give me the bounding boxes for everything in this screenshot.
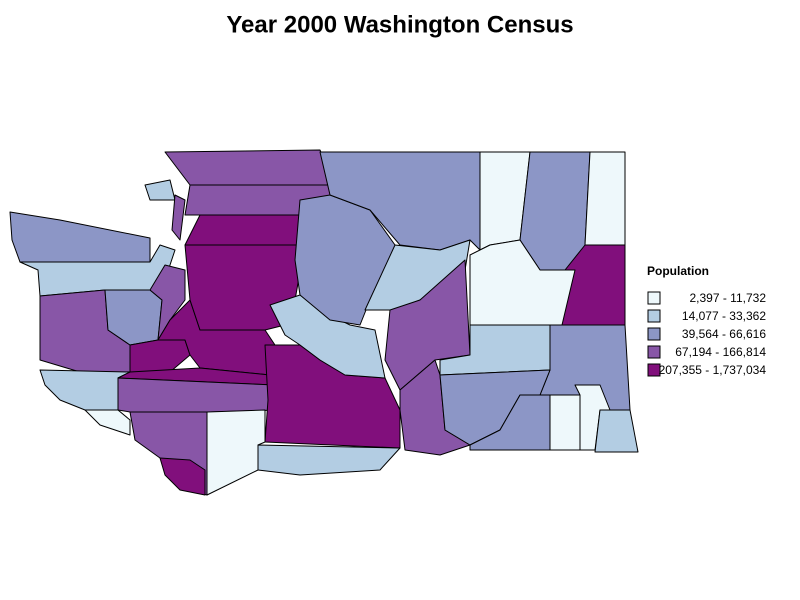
legend-label: 2,397 - 11,732 bbox=[689, 291, 766, 305]
county bbox=[39, 369, 131, 411]
legend-swatch bbox=[647, 363, 661, 377]
map-title: Year 2000 Washington Census bbox=[226, 11, 573, 38]
legend-label: 39,564 - 66,616 bbox=[682, 327, 766, 341]
county bbox=[84, 409, 131, 436]
legend-label: 207,355 - 1,737,034 bbox=[659, 363, 767, 377]
legend-swatch bbox=[647, 291, 661, 305]
legend-label: 14,077 - 33,362 bbox=[682, 309, 766, 323]
county bbox=[164, 149, 336, 186]
county bbox=[184, 214, 316, 246]
legend: 2,397 - 11,732 14,077 - 33,362 39,564 - 66… bbox=[647, 291, 767, 377]
county bbox=[206, 409, 266, 496]
county bbox=[549, 394, 581, 451]
legend-title: Population bbox=[647, 264, 709, 278]
county bbox=[584, 151, 626, 246]
county bbox=[594, 409, 639, 453]
county bbox=[257, 444, 401, 476]
county bbox=[144, 179, 176, 201]
counties bbox=[9, 149, 639, 496]
county bbox=[9, 211, 151, 263]
legend-swatch bbox=[647, 309, 661, 323]
legend-swatch bbox=[647, 345, 661, 359]
county bbox=[149, 264, 186, 341]
county bbox=[159, 457, 206, 496]
county bbox=[129, 339, 191, 373]
legend-label: 67,194 - 166,814 bbox=[675, 345, 766, 359]
county bbox=[171, 194, 186, 241]
legend-swatch bbox=[647, 327, 661, 341]
